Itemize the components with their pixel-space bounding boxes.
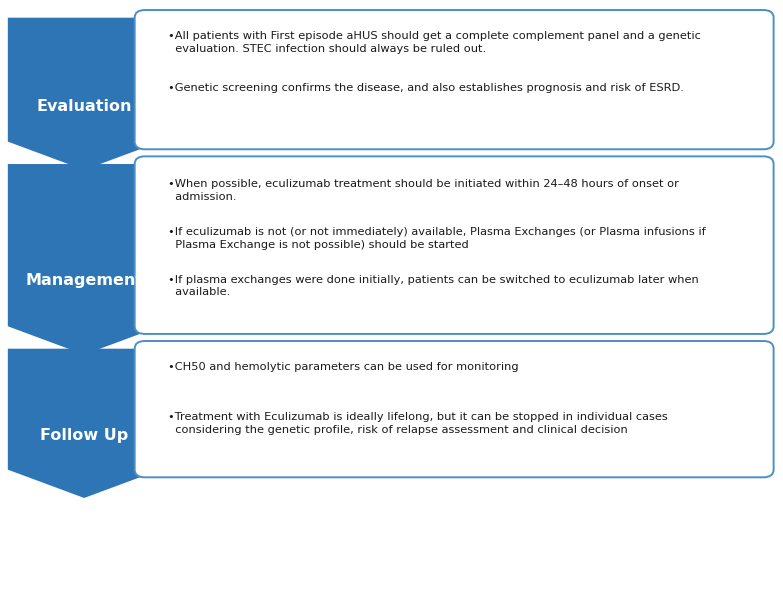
Text: •Treatment with Eculizumab is ideally lifelong, but it can be stopped in individ: •Treatment with Eculizumab is ideally li… <box>168 412 668 435</box>
Polygon shape <box>8 349 161 498</box>
FancyBboxPatch shape <box>135 341 774 477</box>
Text: Evaluation: Evaluation <box>37 99 132 114</box>
Text: •CH50 and hemolytic parameters can be used for monitoring: •CH50 and hemolytic parameters can be us… <box>168 362 519 372</box>
Text: •When possible, eculizumab treatment should be initiated within 24–48 hours of o: •When possible, eculizumab treatment sho… <box>168 179 679 202</box>
Polygon shape <box>8 18 161 170</box>
Text: •Genetic screening confirms the disease, and also establishes prognosis and risk: •Genetic screening confirms the disease,… <box>168 83 684 93</box>
Text: •All patients with First episode aHUS should get a complete complement panel and: •All patients with First episode aHUS sh… <box>168 31 702 54</box>
Polygon shape <box>8 164 161 355</box>
Text: Follow Up: Follow Up <box>40 428 128 443</box>
Text: Management: Management <box>25 273 143 289</box>
FancyBboxPatch shape <box>135 156 774 334</box>
Text: •If eculizumab is not (or not immediately) available, Plasma Exchanges (or Plasm: •If eculizumab is not (or not immediatel… <box>168 227 706 250</box>
Text: •If plasma exchanges were done initially, patients can be switched to eculizumab: •If plasma exchanges were done initially… <box>168 274 699 297</box>
FancyBboxPatch shape <box>135 10 774 149</box>
